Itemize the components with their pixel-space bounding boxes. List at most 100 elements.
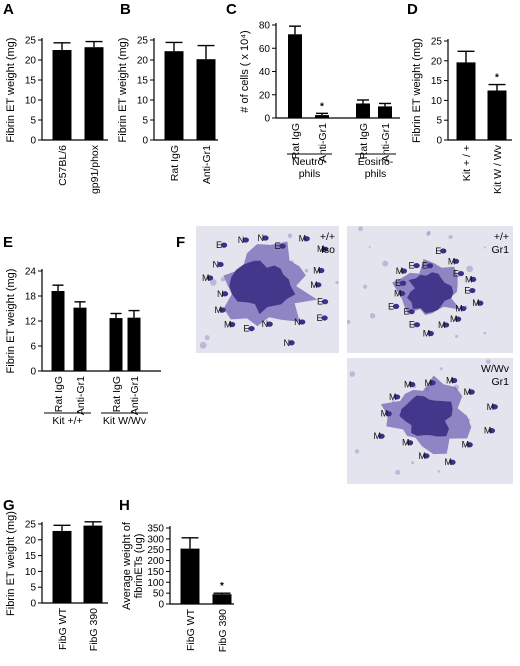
significance-star-h: * <box>220 581 224 592</box>
y-tick-label-b: 10 <box>137 96 149 107</box>
cell-label-e: E <box>317 313 323 323</box>
category-label-e: Rat IgG <box>53 376 65 412</box>
debris-speck <box>204 335 210 341</box>
bar-c-1 <box>315 115 329 118</box>
stained-clot-core <box>229 260 296 315</box>
micrograph-kit-wwv-gr1: M M M M M M M M M M M M M W/Wv Gr1 <box>347 358 513 484</box>
panel-label-b: B <box>120 1 131 18</box>
chart-panel-c: 0 20 40 60 80 # of cells ( x 10⁴) Rat IgG * Anti… <box>239 21 400 180</box>
cell-label-m: M <box>423 329 431 339</box>
y-tick-label-c: 20 <box>259 90 271 101</box>
cell-nucleus <box>488 428 496 434</box>
debris-speck <box>437 470 441 473</box>
y-tick-label-h: 0 <box>158 600 164 611</box>
bar-a-1 <box>84 47 104 141</box>
cell-nucleus <box>454 316 462 322</box>
cell-nucleus <box>469 287 476 294</box>
cell-label-m: M <box>450 314 458 324</box>
cell-nucleus <box>452 258 460 264</box>
stained-clot-core <box>399 395 453 437</box>
y-tick-label-e: 6 <box>30 342 36 353</box>
bar-h-1 <box>212 594 232 604</box>
y-axis-label-a: Fibrin ET weight (mg) <box>5 38 17 143</box>
group-label-e: Kit +/+ <box>52 415 82 427</box>
category-label-c: Rat IgG <box>290 123 302 159</box>
cell-label-m: M <box>484 426 492 436</box>
bar-b-1 <box>196 59 216 141</box>
y-tick-label-h: 300 <box>147 534 164 545</box>
significance-star-c: * <box>320 101 324 112</box>
panel-label-a: A <box>3 1 14 18</box>
debris-speck <box>485 359 491 364</box>
category-label-e: Anti-Gr1 <box>75 376 87 415</box>
cell-nucleus <box>298 319 306 325</box>
y-tick-label-c: 60 <box>259 44 271 55</box>
bar-c-2 <box>356 103 370 118</box>
cell-nucleus <box>317 267 325 274</box>
group-label-c: Eosino- <box>358 156 394 168</box>
y-tick-label-a: 0 <box>30 136 36 147</box>
cell-label-m: M <box>446 376 454 386</box>
cell-nucleus <box>266 321 273 327</box>
cell-label-m: M <box>455 304 463 314</box>
cell-nucleus <box>477 300 484 306</box>
y-tick-label-h: 200 <box>147 556 164 567</box>
y-axis-label-g: Fibrin ET weight (mg) <box>5 511 17 616</box>
bar-d-1 <box>487 90 507 140</box>
bar-e-2 <box>109 318 123 371</box>
panel-label-d: D <box>407 1 418 18</box>
micrograph-condition-label: Gr1 <box>491 244 509 256</box>
debris-speck <box>358 226 363 232</box>
cell-label-m: M <box>418 451 426 461</box>
cell-label-m: M <box>404 379 412 389</box>
debris-speck <box>395 469 401 475</box>
cell-nucleus <box>408 309 415 315</box>
cell-label-m: M <box>448 256 456 266</box>
y-tick-label-a: 20 <box>25 56 37 67</box>
debris-speck <box>427 230 431 235</box>
y-tick-label-c: 40 <box>259 67 271 78</box>
y-tick-label-d: 25 <box>431 37 443 48</box>
y-tick-label-e: 24 <box>25 267 37 278</box>
debris-speck <box>448 234 453 239</box>
cell-nucleus <box>288 340 295 346</box>
cell-nucleus <box>206 275 214 281</box>
cell-label-n: N <box>257 233 264 243</box>
cell-nucleus <box>393 394 401 400</box>
cell-label-m: M <box>464 387 472 397</box>
cell-nucleus <box>321 315 328 321</box>
cell-nucleus <box>442 322 450 328</box>
cell-label-e: E <box>409 261 415 271</box>
micrograph-kit-wt-gr1: M M M M M E E E M E M E E E M E M E +/+ Gr1 <box>347 226 513 353</box>
debris-speck <box>426 232 430 237</box>
micrograph-kit-wt-iso: E E N N N E M M N M N E N N E M M M M +/+ Iso <box>196 226 339 353</box>
cell-label-m: M <box>438 320 446 330</box>
cell-nucleus <box>466 442 473 448</box>
bar-g-1 <box>83 525 103 603</box>
cell-nucleus <box>399 280 407 286</box>
cell-label-e: E <box>317 297 323 307</box>
panel-label-f: F <box>176 234 185 251</box>
cell-nucleus <box>315 282 322 288</box>
cell-label-e: E <box>388 301 394 311</box>
cell-label-m: M <box>215 305 223 315</box>
cell-label-e: E <box>453 269 459 279</box>
group-label-c: phils <box>365 168 387 180</box>
debris-speck <box>455 334 459 339</box>
debris-speck <box>304 268 309 273</box>
y-tick-label-c: 80 <box>259 21 271 32</box>
y-tick-label-h: 250 <box>147 545 164 556</box>
cell-nucleus <box>426 263 434 269</box>
cell-nucleus <box>378 433 385 439</box>
y-tick-label-b: 15 <box>137 76 149 87</box>
cell-label-m: M <box>310 280 318 290</box>
cell-nucleus <box>400 268 408 274</box>
bar-b-0 <box>164 51 184 141</box>
cell-label-n: N <box>238 235 245 245</box>
cell-nucleus <box>248 325 255 332</box>
cell-nucleus <box>450 377 458 384</box>
